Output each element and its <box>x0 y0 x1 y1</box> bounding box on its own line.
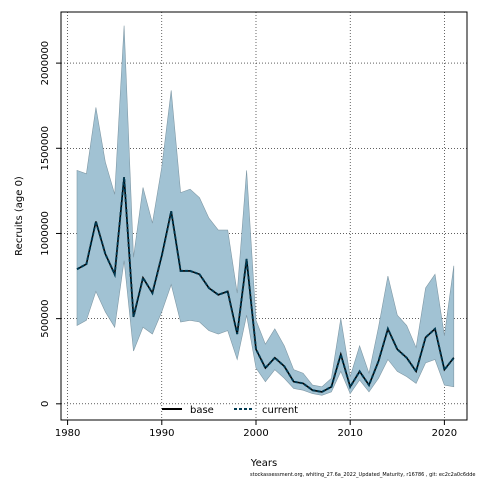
x-axis-title: Years <box>250 458 277 469</box>
x-tick-label: 2020 <box>432 428 457 439</box>
y-axis-title: Recruits (age 0) <box>14 176 25 256</box>
axes: 1980 1990 2000 2010 2020 0 500000 1000000 150000… <box>40 41 457 439</box>
y-tick-label: 2000000 <box>40 41 51 86</box>
y-tick-label: 0 <box>40 401 51 407</box>
x-tick-label: 2000 <box>243 428 268 439</box>
footer-credit: stockassessment.org, whiting_27.6a_2022_… <box>250 472 476 478</box>
confidence-band <box>76 25 455 396</box>
y-tick-label: 1500000 <box>40 126 51 171</box>
legend: base current <box>162 405 298 416</box>
plot-frame <box>60 11 468 421</box>
x-tick-label: 2010 <box>337 428 362 439</box>
series-line-base <box>76 177 455 393</box>
legend-label: current <box>262 405 298 416</box>
x-tick-label: 1990 <box>149 428 174 439</box>
y-tick-label: 500000 <box>40 300 51 338</box>
y-tick-label: 1000000 <box>40 211 51 256</box>
legend-label: base <box>190 405 214 416</box>
x-tick-label: 1980 <box>55 428 80 439</box>
